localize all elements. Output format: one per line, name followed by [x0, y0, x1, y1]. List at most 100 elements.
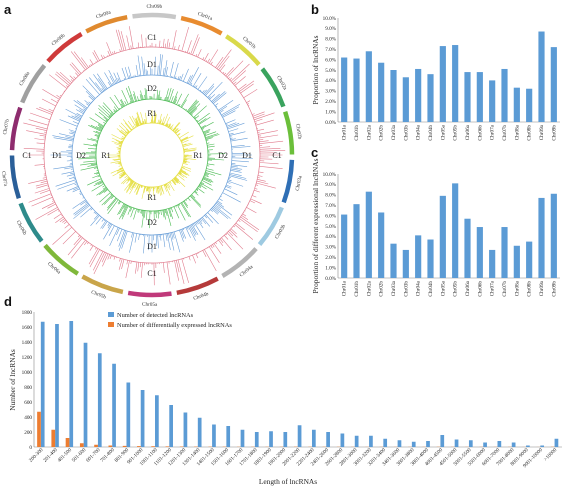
chart-d-bar-detected — [240, 429, 245, 447]
chart-d-bar-detected — [411, 441, 416, 447]
chart-c-xtick: Chr02a — [366, 280, 372, 296]
chart-d-ytick: 600 — [24, 400, 32, 406]
chart-b-xtick: Chr04b — [428, 125, 434, 141]
chart-b-xtick: Chr05a — [440, 124, 446, 140]
chromosome-arc — [9, 155, 21, 199]
chart-d-bar-de — [151, 446, 156, 447]
chart-c-bar — [378, 212, 385, 278]
ring-label: R1 — [101, 151, 110, 160]
chart-d-ytick: 1600 — [22, 325, 33, 331]
ring-label: D1 — [147, 60, 157, 69]
chart-c-xtick: Chr02b — [379, 281, 385, 297]
chart-b-bar — [513, 87, 520, 122]
chart-c-ytick: 3.0% — [325, 245, 336, 251]
chart-c-bar — [452, 183, 459, 278]
chart-b-bar — [501, 68, 508, 122]
chart-d-bar-de — [122, 445, 127, 447]
chromosome-arc — [257, 206, 284, 247]
chart-c-xtick: Chr09a — [539, 280, 545, 296]
chromosome-arc — [281, 159, 295, 204]
chart-d-ylabel: Number of lncRNAs — [8, 349, 17, 411]
chart-b-bar — [341, 57, 348, 122]
chart-c-ytick: 2.0% — [325, 255, 336, 261]
ring-label: C1 — [147, 269, 156, 278]
chart-d-xtick: 201-400 — [42, 447, 59, 464]
chromosome-arc — [283, 111, 295, 155]
chart-b-ytick: 3.0% — [325, 89, 336, 95]
chart-d-ytick: 1200 — [22, 355, 33, 361]
chart-b-bar — [526, 88, 533, 122]
chart-d-bar-detected — [226, 426, 231, 447]
chart-d-bar-detected — [511, 442, 516, 447]
chart-b-xtick: Chr01a — [342, 124, 348, 140]
density-ring-baseline — [119, 122, 185, 188]
ring-label: D2 — [76, 151, 86, 160]
chart-d-bar-detected — [126, 382, 131, 447]
chart-c-xtick: Chr01a — [342, 280, 348, 296]
chart-b-xtick: Chr08a — [514, 124, 520, 140]
chart-b-xtick: Chr02a — [366, 124, 372, 140]
chart-b-ytick: 5.0% — [325, 68, 336, 74]
chromosome-arc — [43, 243, 80, 276]
chart-b-bar — [378, 62, 385, 122]
chart-c-ytick: 8.0% — [325, 193, 336, 199]
ring-label: D1 — [147, 242, 157, 251]
chart-d-ytick: 200 — [24, 430, 32, 436]
ring-label: D2 — [147, 84, 157, 93]
panel-letter-a: a — [4, 2, 12, 17]
chart-d-xtick: 401-500 — [57, 447, 74, 464]
chart-b-xtick: Chr03b — [403, 125, 409, 141]
chart-d-bar-de — [79, 443, 84, 447]
chart-d-bar-detected — [69, 321, 74, 447]
chart-d-legend: Number of detected lncRNAs Number of dif… — [108, 312, 232, 329]
chart-b-ytick: 6.0% — [325, 57, 336, 63]
chart-c-xtick: Chr03a — [391, 280, 397, 296]
density-ring-spikes — [106, 110, 197, 200]
chart-d-xtick: 501-600 — [71, 447, 88, 464]
density-ring-spikes — [78, 86, 226, 229]
chart-b-bar — [415, 68, 422, 122]
chart-b-ytick: 7.0% — [325, 47, 336, 53]
chart-d-bar-detected — [454, 439, 459, 447]
panel-letter-d: d — [4, 294, 12, 309]
chart-b-ytick: 1.0% — [325, 109, 336, 115]
chart-d-xtick: 601-700 — [85, 447, 102, 464]
circos-plot: Chr01aChr01bChr02aChr02bChr03aChr03bChr0… — [0, 4, 304, 308]
chromosome-arc — [127, 290, 172, 298]
chart-c-ytick: 4.0% — [325, 234, 336, 240]
chart-d-bar-detected — [311, 429, 316, 447]
chart-d-bar-detected — [397, 440, 402, 447]
chart-d-bar-detected — [497, 441, 502, 447]
chart-d-bar-detected — [169, 405, 173, 447]
ring-label: R1 — [193, 151, 202, 160]
chart-d-bar-detected — [468, 440, 473, 447]
chromosome-label: Chr04b — [193, 291, 210, 302]
chart-b-xtick: Chr03a — [391, 124, 397, 140]
chart-c-ylabel: Proportion of different expressional lnc… — [311, 158, 320, 293]
chart-c-ytick: 7.0% — [325, 203, 336, 209]
chart-c-bar — [402, 249, 409, 278]
ring-label: D1 — [52, 151, 62, 160]
chart-d-bar-detected — [554, 438, 559, 447]
chart-d-bar-detected — [212, 424, 216, 447]
chart-d-bar-de — [137, 446, 141, 447]
chart-d-bar-detected — [269, 431, 273, 447]
legend-label-de: Number of differentially expressed lncRN… — [117, 322, 232, 329]
chart-b-xtick: Chr07b — [502, 125, 508, 141]
chart-d-bar-detected — [83, 342, 88, 447]
chart-d-bar-detected — [540, 445, 545, 447]
chart-c-xtick: Chr07a — [490, 280, 496, 296]
chart-c-bar — [489, 249, 496, 278]
chart-b-xtick: Chr09b — [551, 125, 557, 141]
chart-d-xtick: 701-800 — [99, 447, 116, 464]
chart-b-ytick: 9.0% — [325, 26, 336, 32]
chart-d-bar-detected — [183, 412, 188, 447]
chart-c-ytick: 6.0% — [325, 213, 336, 219]
chart-d-bar-de — [108, 445, 113, 447]
chart-b-bar — [476, 72, 483, 122]
chart-d-bar-de — [37, 411, 41, 447]
chart-c-bar — [501, 227, 508, 278]
chart-c-xtick: Chr05b — [453, 281, 459, 297]
chart-d-bar-detected — [40, 321, 45, 447]
